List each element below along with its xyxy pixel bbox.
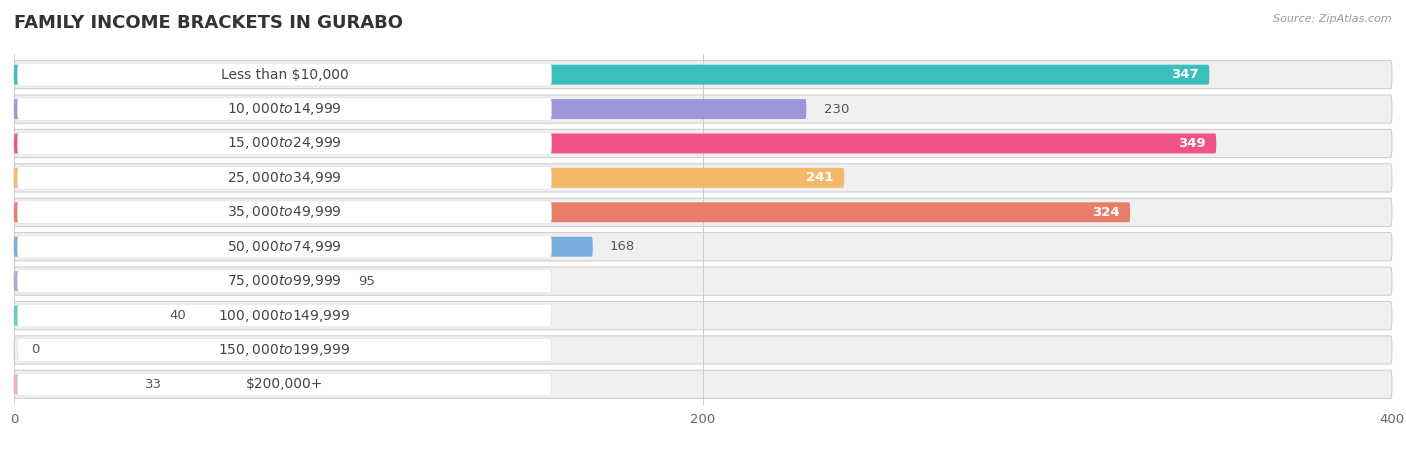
FancyBboxPatch shape [14,336,1392,364]
Text: 230: 230 [824,103,849,116]
Text: $150,000 to $199,999: $150,000 to $199,999 [218,342,350,358]
Text: 241: 241 [807,171,834,184]
FancyBboxPatch shape [14,271,342,291]
Text: 95: 95 [359,274,375,288]
Text: $15,000 to $24,999: $15,000 to $24,999 [228,135,342,152]
Text: FAMILY INCOME BRACKETS IN GURABO: FAMILY INCOME BRACKETS IN GURABO [14,14,404,32]
FancyBboxPatch shape [14,95,1392,123]
Text: $10,000 to $14,999: $10,000 to $14,999 [228,101,342,117]
Text: 33: 33 [145,378,162,391]
FancyBboxPatch shape [17,98,551,121]
Text: Less than $10,000: Less than $10,000 [221,68,349,81]
FancyBboxPatch shape [14,370,1392,398]
FancyBboxPatch shape [14,233,1392,261]
Text: $200,000+: $200,000+ [246,378,323,392]
FancyBboxPatch shape [17,304,551,327]
FancyBboxPatch shape [14,168,844,188]
Text: $100,000 to $149,999: $100,000 to $149,999 [218,307,350,324]
FancyBboxPatch shape [14,61,1392,89]
FancyBboxPatch shape [14,129,1392,157]
FancyBboxPatch shape [17,166,551,189]
Text: $75,000 to $99,999: $75,000 to $99,999 [228,273,342,289]
FancyBboxPatch shape [14,306,152,325]
Text: $25,000 to $34,999: $25,000 to $34,999 [228,170,342,186]
FancyBboxPatch shape [17,338,551,361]
FancyBboxPatch shape [14,65,1209,85]
FancyBboxPatch shape [14,198,1392,226]
FancyBboxPatch shape [14,99,807,119]
FancyBboxPatch shape [14,164,1392,192]
FancyBboxPatch shape [14,374,128,394]
Text: 0: 0 [31,343,39,356]
Text: $35,000 to $49,999: $35,000 to $49,999 [228,204,342,220]
Text: 349: 349 [1178,137,1206,150]
FancyBboxPatch shape [14,202,1130,222]
Text: 40: 40 [169,309,186,322]
FancyBboxPatch shape [17,132,551,155]
FancyBboxPatch shape [14,237,593,256]
Text: 347: 347 [1171,68,1199,81]
Text: Source: ZipAtlas.com: Source: ZipAtlas.com [1274,14,1392,23]
FancyBboxPatch shape [17,373,551,396]
Text: 324: 324 [1092,206,1119,219]
FancyBboxPatch shape [17,270,551,293]
Text: $50,000 to $74,999: $50,000 to $74,999 [228,238,342,255]
FancyBboxPatch shape [14,134,1216,153]
FancyBboxPatch shape [14,267,1392,295]
FancyBboxPatch shape [17,63,551,86]
FancyBboxPatch shape [17,201,551,224]
Text: 168: 168 [610,240,636,253]
FancyBboxPatch shape [17,235,551,258]
FancyBboxPatch shape [14,302,1392,330]
